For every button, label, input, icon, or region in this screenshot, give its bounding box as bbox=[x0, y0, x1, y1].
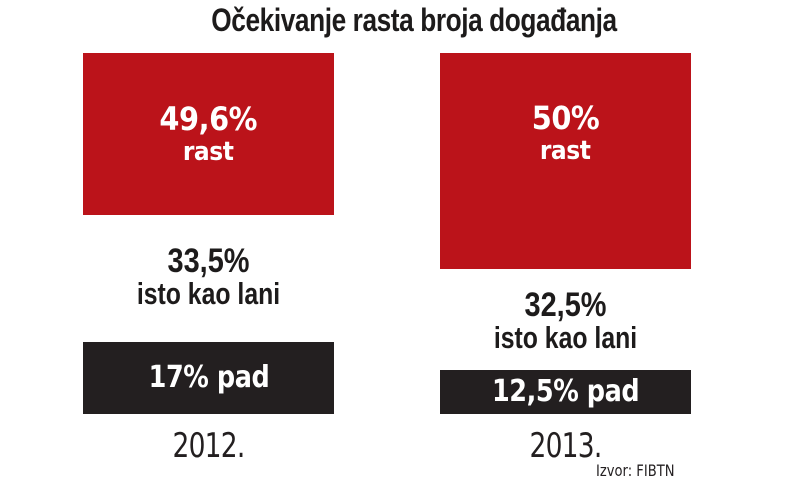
column-2012: 49,6% rast 33,5% isto kao lani 17% pad 2… bbox=[83, 0, 334, 480]
isto-value-2012: 33,5% bbox=[167, 242, 250, 280]
pad-segment-2013: 12,5% pad bbox=[440, 370, 691, 414]
pad-text-2012: 17% pad bbox=[148, 360, 269, 395]
rast-segment-2013: 50% rast bbox=[440, 53, 691, 269]
chart-title: Očekivanje rasta broja događanja bbox=[211, 2, 617, 38]
pad-text-2013: 12,5% pad bbox=[491, 374, 640, 409]
rast-segment-2012: 49,6% rast bbox=[83, 53, 334, 215]
isto-segment-2012: 33,5% isto kao lani bbox=[83, 244, 334, 310]
rast-value-2013: 50% bbox=[531, 99, 600, 137]
isto-label-2012: isto kao lani bbox=[136, 276, 281, 311]
pad-segment-2012: 17% pad bbox=[83, 342, 334, 414]
column-2013: 50% rast 32,5% isto kao lani 12,5% pad 2… bbox=[440, 0, 691, 480]
source-note: Izvor: FIBTN bbox=[596, 461, 675, 480]
isto-segment-2013: 32,5% isto kao lani bbox=[440, 288, 691, 354]
rast-label-2012: rast bbox=[183, 137, 234, 167]
year-label-2012: 2012. bbox=[172, 426, 245, 466]
year-label-2013: 2013. bbox=[529, 426, 602, 466]
rast-label-2013: rast bbox=[540, 136, 591, 166]
isto-value-2013: 32,5% bbox=[524, 286, 607, 324]
rast-value-2012: 49,6% bbox=[159, 100, 258, 138]
isto-label-2013: isto kao lani bbox=[493, 320, 638, 355]
